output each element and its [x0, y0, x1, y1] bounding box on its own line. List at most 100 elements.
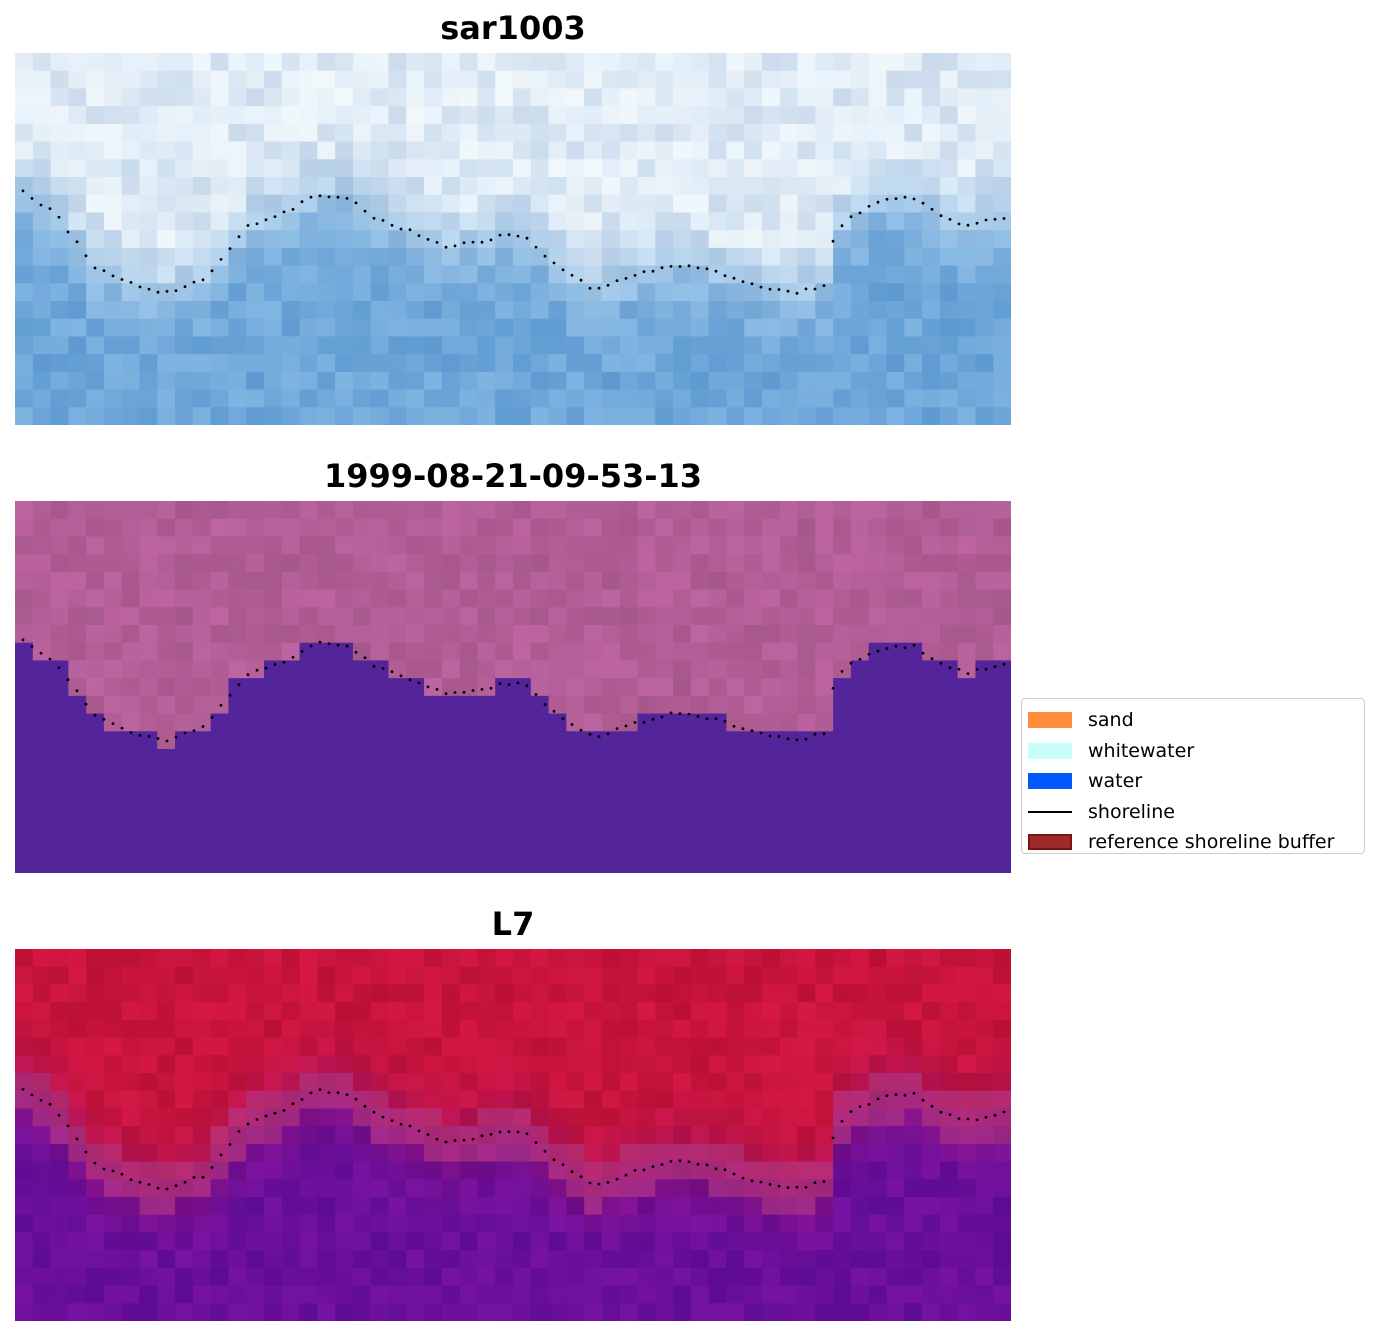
shoreline-point [57, 215, 61, 219]
pixel-cell [922, 1037, 941, 1056]
pixel-cell [121, 407, 141, 425]
pixel-cell [566, 194, 585, 214]
pixel-cell [86, 949, 105, 968]
pixel-cell [797, 571, 816, 591]
pixel-cell [601, 230, 621, 249]
pixel-cell [690, 1126, 710, 1145]
pixel-cell [50, 70, 69, 90]
pixel-cell [637, 855, 656, 873]
pixel-cell [68, 212, 87, 231]
pixel-cell [815, 230, 834, 249]
pixel-cell [50, 713, 69, 732]
pixel-cell [228, 88, 247, 107]
pixel-cell [619, 212, 639, 231]
pixel-cell [246, 625, 265, 644]
pixel-cell [299, 819, 318, 839]
pixel-cell [370, 336, 390, 355]
pixel-cell [744, 625, 763, 644]
pixel-cell [957, 159, 977, 178]
pixel-cell [762, 1037, 781, 1056]
pixel-cell [335, 1055, 354, 1074]
pixel-cell [939, 589, 959, 608]
pixel-cell [726, 354, 745, 373]
pixel-cell [566, 518, 585, 538]
pixel-cell [762, 1090, 781, 1110]
pixel-cell [690, 660, 710, 679]
pixel-cell [868, 70, 888, 90]
pixel-cell [335, 966, 354, 986]
pixel-cell [673, 389, 692, 408]
pixel-cell [513, 536, 532, 555]
pixel-cell [246, 371, 265, 391]
pixel-cell [779, 194, 799, 214]
pixel-cell [477, 501, 496, 520]
pixel-cell [584, 371, 603, 391]
pixel-cell [797, 607, 816, 626]
shoreline-point [354, 650, 358, 654]
pixel-cell [815, 141, 834, 160]
pixel-cell [121, 53, 141, 72]
pixel-cell [548, 1037, 567, 1056]
pixel-cell [495, 501, 514, 520]
pixel-cell [459, 984, 479, 1003]
pixel-cell [317, 88, 336, 107]
pixel-cell [530, 1303, 550, 1321]
pixel-cell [601, 159, 621, 178]
pixel-cell [459, 1285, 479, 1304]
pixel-cell [192, 389, 212, 408]
pixel-cell [317, 1214, 336, 1234]
pixel-cell [157, 301, 176, 320]
pixel-cell [708, 713, 728, 732]
pixel-cell [584, 536, 603, 555]
pixel-cell [690, 1197, 710, 1216]
pixel-cell [495, 247, 514, 267]
pixel-cell [939, 70, 959, 90]
pixel-cell [850, 1179, 870, 1198]
pixel-cell [121, 1126, 141, 1145]
pixel-cell [459, 571, 479, 591]
pixel-cell [121, 1037, 141, 1056]
pixel-cell [690, 371, 710, 391]
pixel-cell [299, 1073, 318, 1092]
pixel-cell [993, 283, 1011, 302]
pixel-cell [993, 354, 1011, 373]
pixel-cell [619, 713, 639, 732]
pixel-cell [601, 1285, 621, 1304]
pixel-cell [601, 88, 621, 107]
shoreline-point [894, 644, 898, 648]
pixel-cell [975, 1267, 994, 1287]
shoreline-point [273, 663, 277, 666]
pixel-cell [850, 1232, 870, 1251]
pixel-cell [15, 1232, 34, 1251]
pixel-cell [939, 371, 959, 391]
pixel-cell [513, 336, 532, 355]
pixel-cell [335, 141, 354, 160]
shoreline-point [714, 269, 718, 273]
pixel-cell [513, 713, 532, 732]
pixel-cell [86, 371, 105, 391]
pixel-cell [228, 53, 247, 72]
pixel-cell [495, 389, 514, 408]
pixel-cell [513, 518, 532, 538]
pixel-cell [868, 177, 888, 196]
pixel-cell [601, 518, 621, 538]
pixel-cell [584, 1002, 603, 1021]
pixel-cell [779, 571, 799, 591]
pixel-cell [192, 1214, 212, 1234]
pixel-cell [246, 1143, 265, 1163]
pixel-cell [192, 1037, 212, 1056]
pixel-cell [566, 283, 585, 302]
pixel-cell [975, 1250, 994, 1269]
pixel-cell [424, 177, 443, 196]
pixel-cell [726, 106, 745, 125]
shoreline-point [48, 207, 52, 211]
pixel-cell [50, 1161, 69, 1180]
pixel-cell [922, 1090, 941, 1110]
pixel-cell [281, 212, 301, 231]
shoreline-point [363, 656, 367, 660]
pixel-cell [441, 1073, 461, 1092]
pixel-cell [157, 625, 176, 644]
pixel-cell [441, 88, 461, 107]
shoreline-point [579, 1175, 583, 1179]
shoreline-point [147, 1183, 151, 1186]
